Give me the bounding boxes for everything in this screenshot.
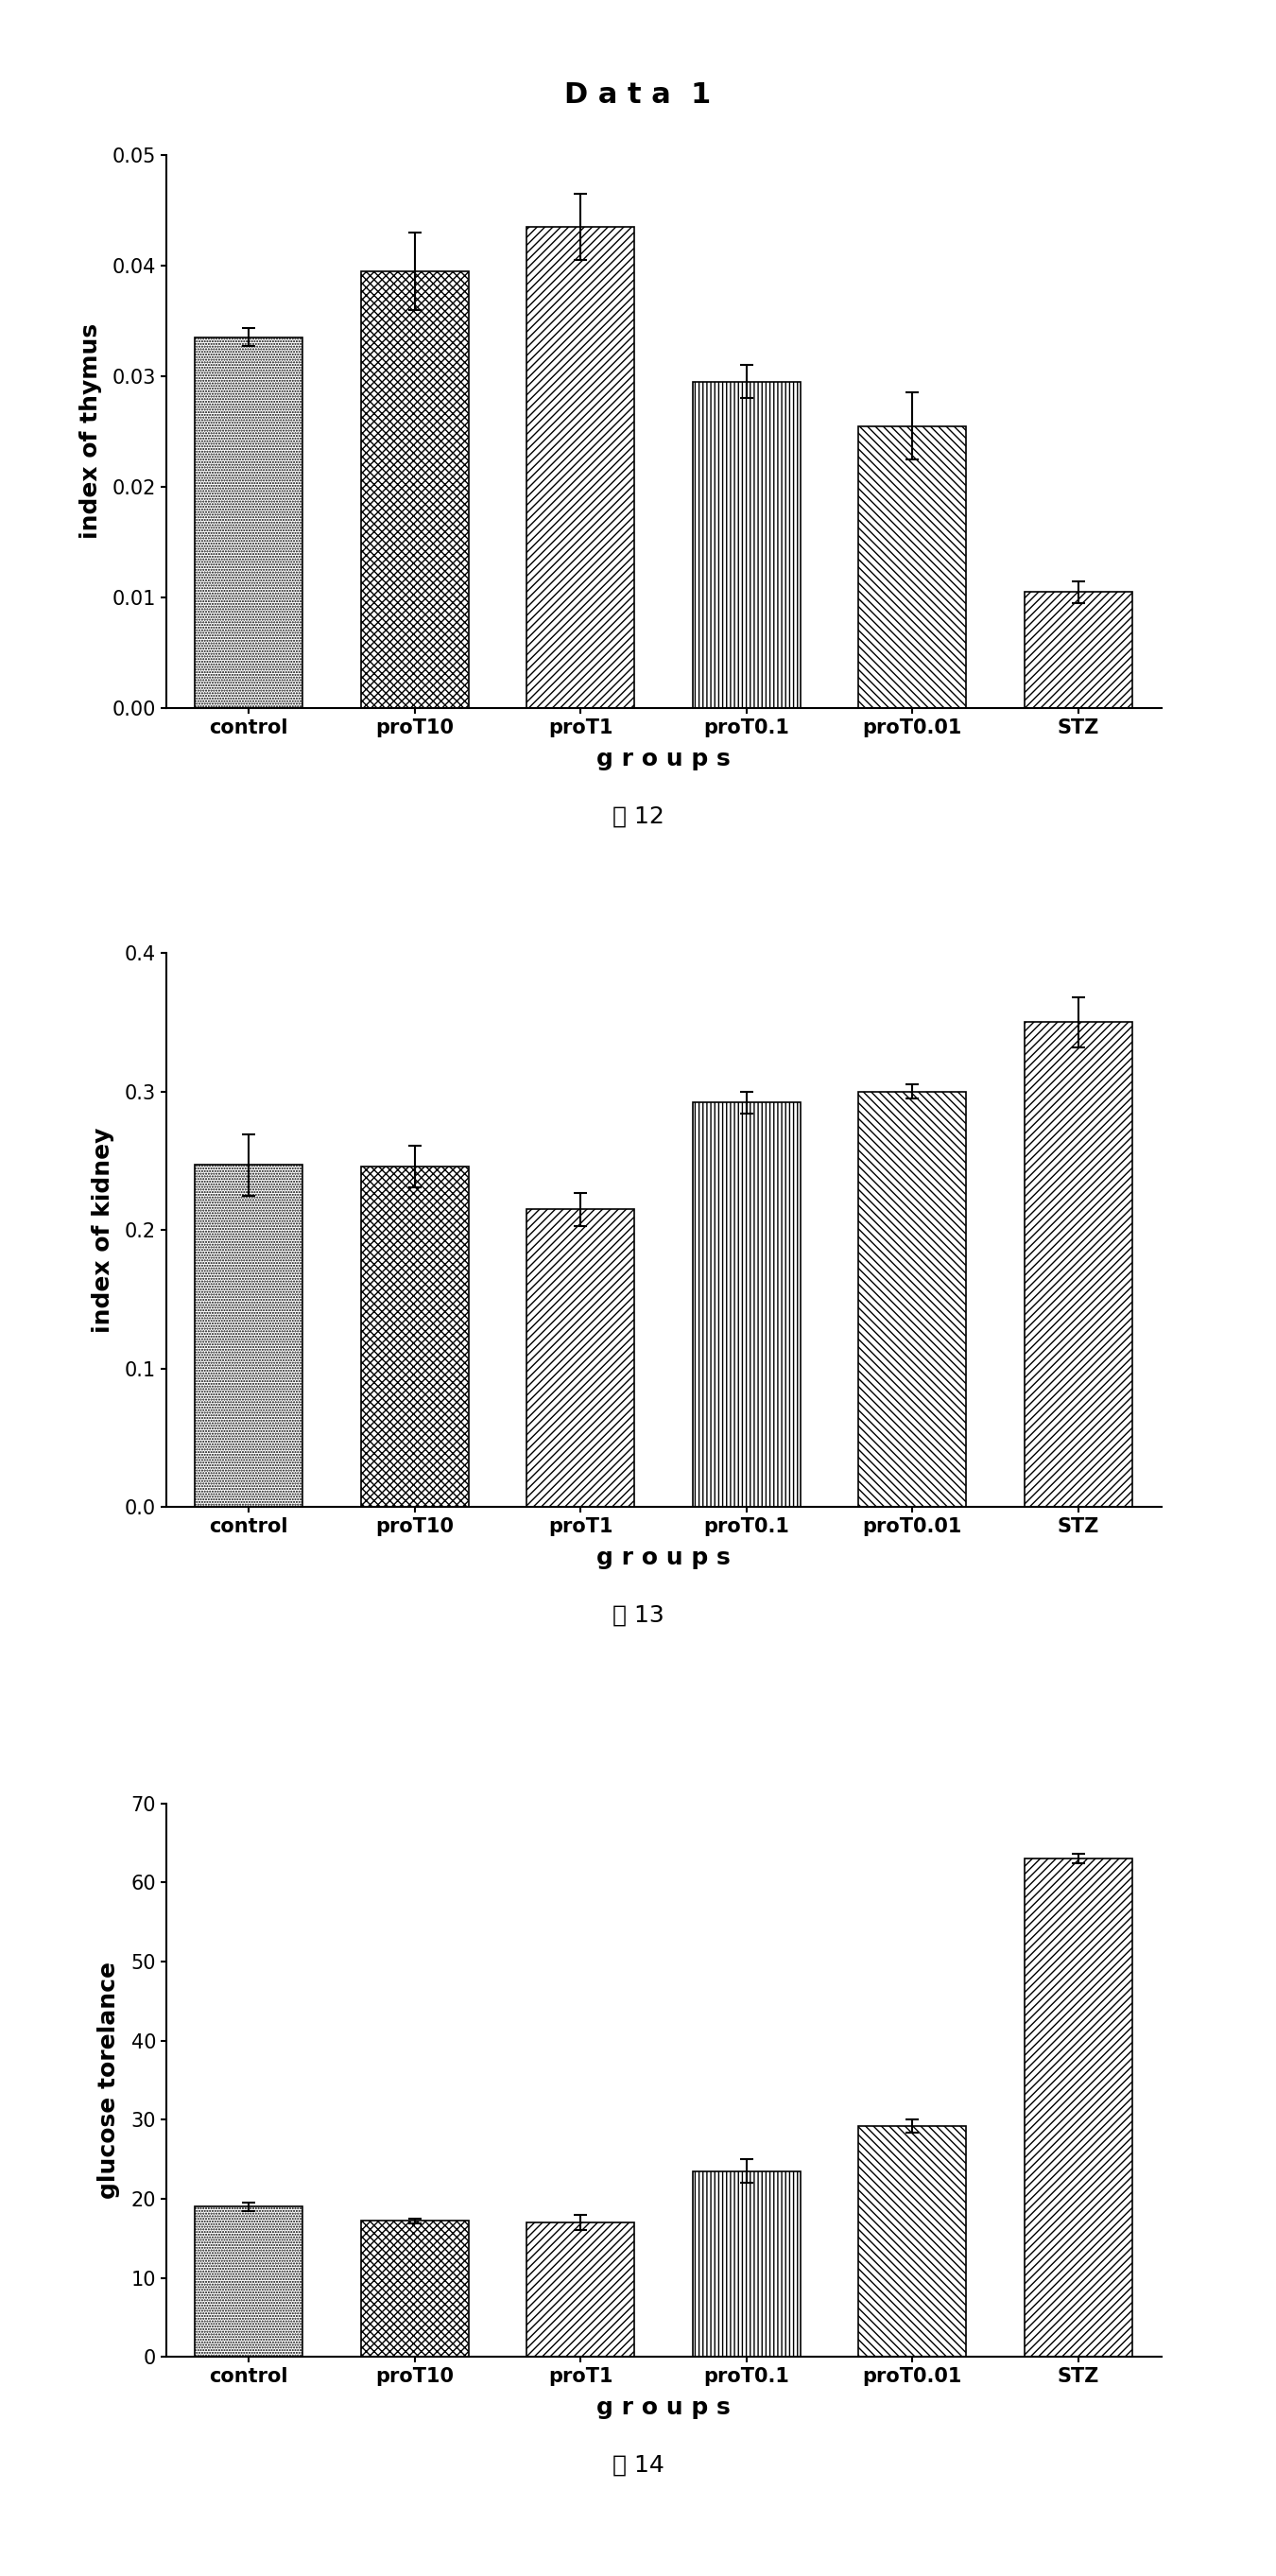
Bar: [361, 270, 468, 708]
X-axis label: g r o u p s: g r o u p s: [596, 1546, 730, 1569]
Text: 图 14: 图 14: [612, 2455, 664, 2476]
Bar: [693, 2172, 800, 2357]
Text: 图 12: 图 12: [612, 806, 664, 827]
X-axis label: g r o u p s: g r o u p s: [596, 747, 730, 770]
Bar: [527, 2223, 634, 2357]
X-axis label: g r o u p s: g r o u p s: [596, 2396, 730, 2419]
Bar: [859, 2125, 966, 2357]
Bar: [195, 337, 302, 708]
Y-axis label: index of kidney: index of kidney: [92, 1128, 115, 1332]
Bar: [859, 1092, 966, 1507]
Text: 图 13: 图 13: [612, 1605, 664, 1625]
Bar: [693, 1103, 800, 1507]
Bar: [1025, 1860, 1132, 2357]
Bar: [195, 1164, 302, 1507]
Bar: [693, 381, 800, 708]
Bar: [1025, 592, 1132, 708]
Bar: [1025, 1023, 1132, 1507]
Bar: [527, 227, 634, 708]
Y-axis label: glucose torelance: glucose torelance: [98, 1960, 120, 2200]
Bar: [361, 1167, 468, 1507]
Bar: [527, 1208, 634, 1507]
Bar: [859, 425, 966, 708]
Bar: [195, 2208, 302, 2357]
Text: D a t a  1: D a t a 1: [564, 82, 712, 108]
Bar: [361, 2221, 468, 2357]
Y-axis label: index of thymus: index of thymus: [79, 325, 102, 538]
